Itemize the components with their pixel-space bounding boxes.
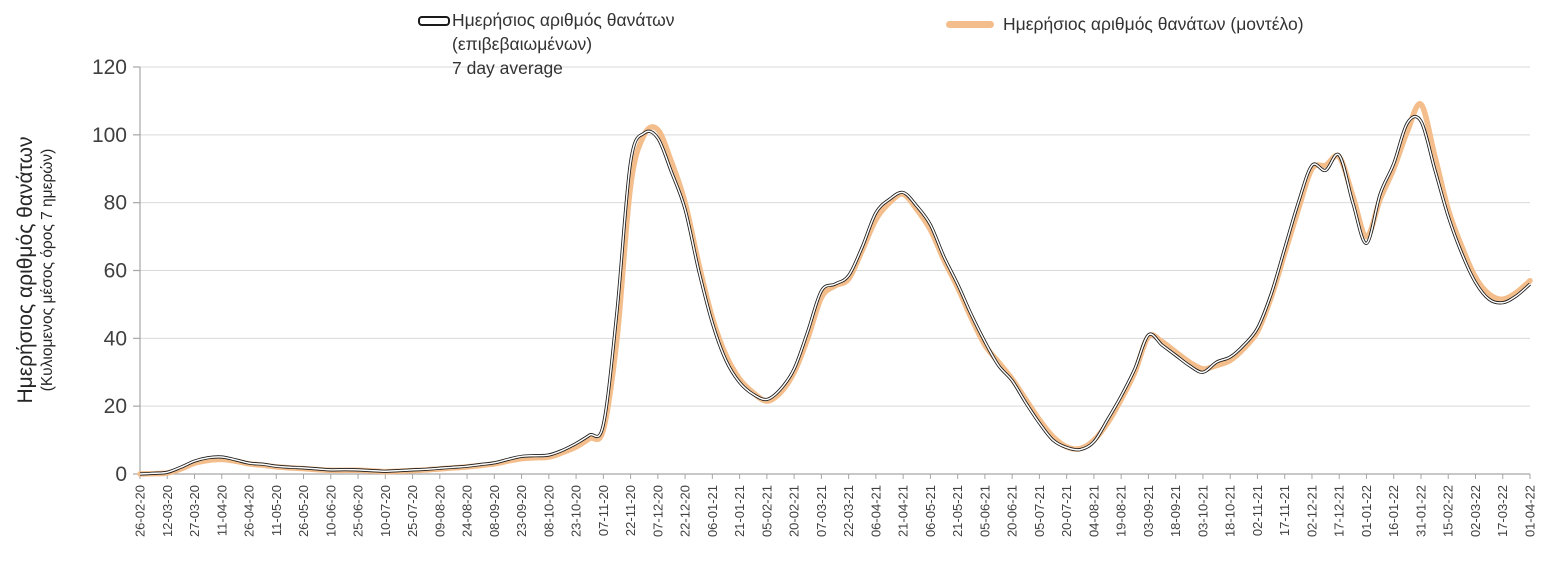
x-tick-label: 06-01-21 — [705, 485, 720, 537]
y-tick-label: 60 — [104, 260, 127, 283]
x-tick-label: 24-08-20 — [460, 485, 475, 537]
y-tick-label: 100 — [92, 124, 127, 147]
x-tick-label: 07-03-21 — [814, 485, 829, 537]
y-tick-label: 80 — [104, 192, 127, 215]
x-tick-label: 01-01-22 — [1359, 485, 1374, 537]
legend-confirmed-label-line3: 7 day average — [452, 58, 563, 78]
x-tick-label: 27-03-20 — [187, 485, 202, 537]
x-tick-label: 08-10-20 — [541, 485, 556, 537]
x-tick-label: 11-04-20 — [214, 485, 229, 536]
x-tick-label: 22-03-21 — [841, 485, 856, 537]
x-tick-label: 16-01-22 — [1386, 485, 1401, 537]
x-tick-label: 17-03-22 — [1495, 485, 1510, 537]
x-tick-label: 31-01-22 — [1413, 485, 1428, 537]
x-tick-label: 20-06-21 — [1005, 485, 1020, 537]
x-tick-label: 26-04-20 — [242, 485, 257, 537]
x-tick-label: 12-03-20 — [160, 485, 175, 537]
x-tick-label: 11-05-20 — [269, 485, 284, 536]
x-tick-label: 20-07-21 — [1059, 485, 1074, 537]
x-tick-label: 22-12-20 — [678, 485, 693, 537]
x-tick-label: 06-04-21 — [868, 485, 883, 537]
x-tick-label: 25-06-20 — [351, 485, 366, 537]
legend-item-confirmed: Ημερήσιος αριθμός θανάτων (επιβεβαιωμένω… — [418, 8, 675, 80]
y-axis-title-line2: (Κυλιομενος μέσος όρος 7 ημερών) — [39, 148, 56, 392]
x-tick-label: 21-04-21 — [896, 485, 911, 537]
x-tick-label: 06-05-21 — [923, 485, 938, 537]
x-tick-label: 26-02-20 — [133, 485, 148, 537]
x-tick-label: 18-10-21 — [1223, 485, 1238, 537]
x-tick-label: 26-05-20 — [296, 485, 311, 537]
x-tick-label: 02-11-21 — [1250, 485, 1265, 536]
x-tick-label: 02-12-21 — [1304, 485, 1319, 537]
confirmed-line — [139, 114, 1532, 476]
legend-confirmed-label-line1: Ημερήσιος αριθμός θανάτων — [452, 10, 675, 30]
x-tick-label: 17-12-21 — [1332, 485, 1347, 537]
x-tick-label: 17-11-21 — [1277, 485, 1292, 536]
x-tick-label: 25-07-20 — [405, 485, 420, 537]
x-tick-label: 03-10-21 — [1195, 485, 1210, 537]
y-tick-label: 40 — [104, 327, 127, 350]
x-tick-label: 10-07-20 — [378, 485, 393, 537]
x-tick-label: 21-01-21 — [732, 485, 747, 537]
x-tick-label: 21-05-21 — [950, 485, 965, 537]
x-tick-label: 22-11-20 — [623, 485, 638, 536]
x-tick-label: 04-08-21 — [1086, 485, 1101, 537]
x-tick-label: 19-08-21 — [1114, 485, 1129, 537]
x-tick-label: 03-09-21 — [1141, 485, 1156, 537]
x-tick-label: 02-03-22 — [1468, 485, 1483, 537]
model-line-symbol — [946, 20, 994, 28]
x-tick-label: 05-06-21 — [977, 485, 992, 537]
legend-model-label: Ημερήσιος αριθμός θανάτων (μοντέλο) — [1003, 14, 1304, 34]
x-tick-label: 08-09-20 — [487, 485, 502, 537]
legend-item-model: Ημερήσιος αριθμός θανάτων (μοντέλο) — [946, 12, 1304, 36]
x-tick-label: 05-02-21 — [759, 485, 774, 537]
x-tick-label: 23-09-20 — [514, 485, 529, 537]
y-axis-title-line1: Ημερήσιος αριθμός θανάτων — [14, 136, 37, 404]
x-tick-label: 20-02-21 — [787, 485, 802, 537]
y-tick-label: 0 — [115, 463, 127, 486]
y-tick-label: 20 — [104, 395, 127, 418]
x-tick-label: 23-10-20 — [569, 485, 584, 537]
x-tick-label: 09-08-20 — [432, 485, 447, 537]
x-tick-label: 01-04-22 — [1523, 485, 1538, 537]
x-tick-label: 05-07-21 — [1032, 485, 1047, 537]
legend-confirmed-label-line2: (επιβεβαιωμένων) — [452, 34, 593, 54]
x-tick-label: 18-09-21 — [1168, 485, 1183, 537]
x-tick-label: 07-12-20 — [650, 485, 665, 537]
y-axis-title: Ημερήσιος αριθμός θανάτων (Κυλιομενος μέ… — [14, 136, 58, 403]
confirmed-line-symbol — [418, 16, 450, 26]
x-tick-label: 07-11-20 — [596, 485, 611, 536]
model-line — [137, 101, 1533, 477]
x-tick-label: 15-02-22 — [1441, 485, 1456, 537]
y-tick-label: 120 — [92, 56, 127, 79]
x-tick-label: 10-06-20 — [323, 485, 338, 537]
confirmed-line-core — [139, 115, 1531, 475]
